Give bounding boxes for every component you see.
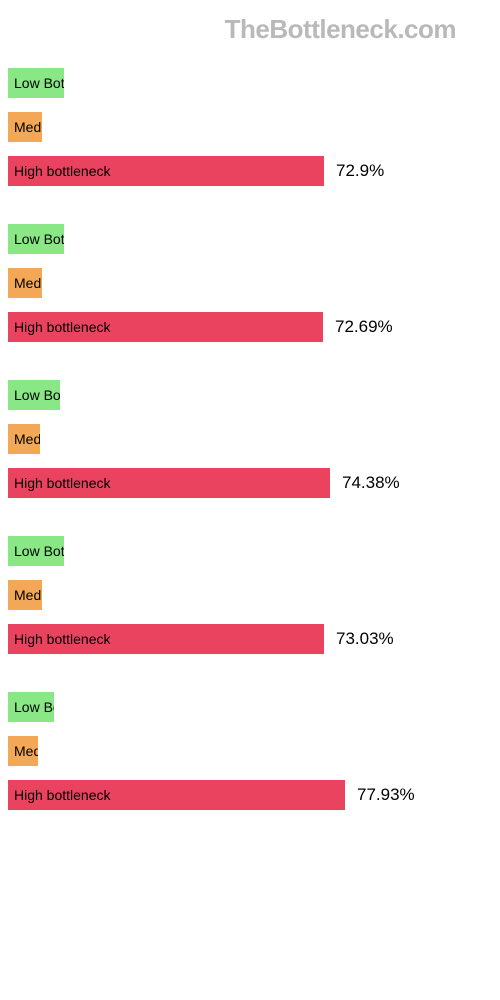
bar-value-label: 77.93% (345, 780, 415, 810)
bar-inner-label: Medium bottleneck (14, 431, 40, 447)
bar-value-label: 72.9% (324, 156, 384, 186)
bar-inner-label: Medium bottleneck (14, 119, 42, 135)
bar-medium: Medium bottleneck (8, 268, 42, 298)
bar-row: Medium bottleneck (8, 268, 500, 298)
bar-row: Low Bottleneck (8, 224, 500, 254)
bar-row: Low Bottleneck (8, 536, 500, 566)
bar-inner-label: Low Bottleneck (14, 543, 64, 559)
bar-low: Low Bottleneck (8, 68, 64, 98)
watermark-text: TheBottleneck.com (225, 14, 456, 45)
bar-inner-label: Medium bottleneck (14, 743, 38, 759)
bar-row: Medium bottleneck (8, 580, 500, 610)
bar-row: Medium bottleneck (8, 112, 500, 142)
chart-group: Low Bottleneck Medium bottleneck High bott… (0, 692, 500, 810)
bar-medium: Medium bottleneck (8, 424, 40, 454)
bar-high: High bottleneck (8, 312, 323, 342)
bar-low: Low Bottleneck (8, 692, 54, 722)
bar-value-label: 73.03% (324, 624, 394, 654)
bar-high: High bottleneck (8, 780, 345, 810)
bar-low: Low Bottleneck (8, 224, 64, 254)
bar-row: High bottleneck 74.38% (8, 468, 500, 498)
chart-group: Low Bottleneck Medium bottleneck High bott… (0, 224, 500, 342)
bar-inner-label: Medium bottleneck (14, 275, 42, 291)
bottleneck-chart: TheBottleneck.com Low Bottleneck Medium b… (0, 0, 500, 1000)
bar-medium: Medium bottleneck (8, 736, 38, 766)
bar-low: Low Bottleneck (8, 536, 64, 566)
bar-inner-label: Low Bottleneck (14, 387, 60, 403)
bar-inner-label: High bottleneck (14, 163, 111, 179)
bar-inner-label: Medium bottleneck (14, 587, 42, 603)
bar-value-label: 72.69% (323, 312, 393, 342)
bar-medium: Medium bottleneck (8, 112, 42, 142)
bar-low: Low Bottleneck (8, 380, 60, 410)
bar-inner-label: Low Bottleneck (14, 75, 64, 91)
bar-row: Medium bottleneck (8, 424, 500, 454)
bar-inner-label: Low Bottleneck (14, 231, 64, 247)
bar-inner-label: Low Bottleneck (14, 699, 54, 715)
bar-inner-label: High bottleneck (14, 631, 111, 647)
bar-row: Low Bottleneck (8, 692, 500, 722)
bar-inner-label: High bottleneck (14, 787, 111, 803)
chart-group: Low Bottleneck Medium bottleneck High bott… (0, 68, 500, 186)
bar-high: High bottleneck (8, 468, 330, 498)
bar-row: Medium bottleneck (8, 736, 500, 766)
bar-medium: Medium bottleneck (8, 580, 42, 610)
bar-row: High bottleneck 72.69% (8, 312, 500, 342)
bar-high: High bottleneck (8, 624, 324, 654)
bar-row: Low Bottleneck (8, 380, 500, 410)
bar-row: High bottleneck 73.03% (8, 624, 500, 654)
bar-row: High bottleneck 72.9% (8, 156, 500, 186)
bar-row: Low Bottleneck (8, 68, 500, 98)
bar-row: High bottleneck 77.93% (8, 780, 500, 810)
bar-value-label: 74.38% (330, 468, 400, 498)
bar-high: High bottleneck (8, 156, 324, 186)
chart-group: Low Bottleneck Medium bottleneck High bott… (0, 536, 500, 654)
chart-groups-container: Low Bottleneck Medium bottleneck High bott… (0, 68, 500, 810)
chart-group: Low Bottleneck Medium bottleneck High bott… (0, 380, 500, 498)
bar-inner-label: High bottleneck (14, 319, 111, 335)
bar-inner-label: High bottleneck (14, 475, 111, 491)
